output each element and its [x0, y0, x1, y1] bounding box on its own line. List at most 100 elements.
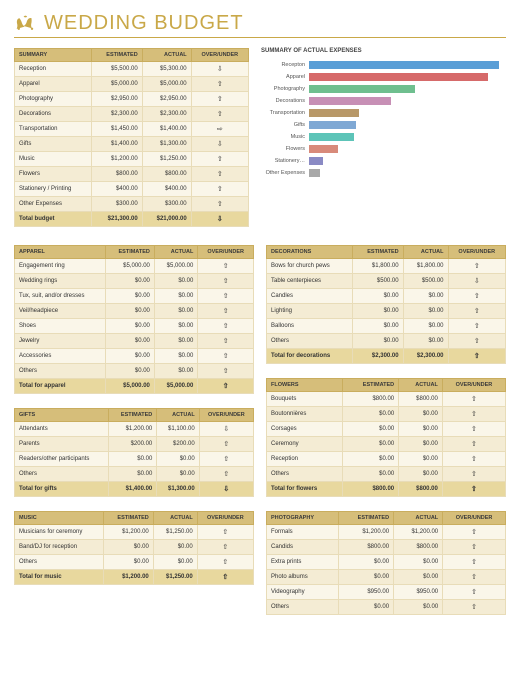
row-act: $0.00: [153, 555, 197, 570]
row-est: $0.00: [105, 319, 154, 334]
row-arrow: ⇧: [448, 304, 505, 319]
music-table: MUSICESTIMATEDACTUALOVER/UNDERMusicians …: [14, 511, 254, 585]
table-row: Flowers$800.00$800.00⇧: [15, 167, 249, 182]
page-header: WEDDING BUDGET: [14, 12, 506, 38]
row-est: $0.00: [338, 555, 394, 570]
row-label: Table centerpieces: [267, 274, 353, 289]
table-row: Table centerpieces$500.00$500.00⇩: [267, 274, 506, 289]
section-title: MUSIC: [15, 512, 104, 525]
row-label: Transportation: [15, 122, 92, 137]
col-actual: ACTUAL: [394, 512, 443, 525]
row-label: Engagement ring: [15, 259, 106, 274]
total-arrow: ⇩: [199, 482, 253, 497]
row-act: $0.00: [403, 319, 448, 334]
row-act: $800.00: [142, 167, 191, 182]
row-label: Boutonnières: [267, 407, 343, 422]
table-row: Attendants$1,200.00$1,100.00⇩: [15, 422, 254, 437]
row-est: $5,500.00: [92, 62, 143, 77]
row-act: $5,000.00: [154, 259, 197, 274]
row-arrow: ⇧: [442, 392, 505, 407]
row-act: $0.00: [394, 570, 443, 585]
total-row: Total for decorations$2,300.00$2,300.00⇧: [267, 349, 506, 364]
table-row: Others$0.00$0.00⇧: [15, 364, 254, 379]
chart-bar-label: Recepton: [261, 62, 309, 68]
row-act: $1,200.00: [394, 525, 443, 540]
chart-row: Recepton: [261, 60, 506, 70]
col-overunder: OVER/UNDER: [199, 409, 253, 422]
row-arrow: ⇧: [191, 197, 248, 212]
table-row: Music$1,200.00$1,250.00⇧: [15, 152, 249, 167]
row-act: $0.00: [157, 452, 199, 467]
chart-bar-label: Decorations: [261, 98, 309, 104]
row-act: $1,300.00: [142, 137, 191, 152]
table-row: Bouquets$800.00$800.00⇧: [267, 392, 506, 407]
col-actual: ACTUAL: [399, 379, 443, 392]
row-act: $0.00: [399, 437, 443, 452]
row-label: Corsages: [267, 422, 343, 437]
row-arrow: ⇧: [191, 182, 248, 197]
row-est: $5,000.00: [105, 259, 154, 274]
apparel-section: APPARELESTIMATEDACTUALOVER/UNDEREngageme…: [14, 245, 254, 394]
row-label: Musicians for ceremony: [15, 525, 104, 540]
flowers-table: FLOWERSESTIMATEDACTUALOVER/UNDERBouquets…: [266, 378, 506, 497]
chart-bar: [309, 85, 415, 93]
row-est: $200.00: [109, 437, 157, 452]
gifts-table: GIFTSESTIMATEDACTUALOVER/UNDERAttendants…: [14, 408, 254, 497]
photography-table: PHOTOGRAPHYESTIMATEDACTUALOVER/UNDERForm…: [266, 511, 506, 615]
row-label: Reception: [15, 62, 92, 77]
row-est: $0.00: [109, 452, 157, 467]
chart-bar: [309, 73, 488, 81]
row-arrow: ⇧: [199, 437, 253, 452]
col-summary: SUMMARY: [15, 49, 92, 62]
row-est: $300.00: [92, 197, 143, 212]
table-row: Photo albums$0.00$0.00⇧: [267, 570, 506, 585]
row-arrow: ⇧: [448, 259, 505, 274]
total-label: Total for gifts: [15, 482, 109, 497]
row-est: $2,950.00: [92, 92, 143, 107]
table-row: Videography$950.00$950.00⇧: [267, 585, 506, 600]
chart-bar-label: Stationery…: [261, 158, 309, 164]
table-row: Corsages$0.00$0.00⇧: [267, 422, 506, 437]
table-row: Musicians for ceremony$1,200.00$1,250.00…: [15, 525, 254, 540]
row-act: $0.00: [153, 540, 197, 555]
chart-bar-label: Flowers: [261, 146, 309, 152]
table-row: Formals$1,200.00$1,200.00⇧: [267, 525, 506, 540]
row-label: Jewelry: [15, 334, 106, 349]
table-row: Others$0.00$0.00⇧: [15, 555, 254, 570]
total-row: Total for flowers$800.00$800.00⇧: [267, 482, 506, 497]
total-label: Total for decorations: [267, 349, 353, 364]
col-estimated: ESTIMATED: [104, 512, 154, 525]
row-est: $950.00: [338, 585, 394, 600]
row-arrow: ⇨: [191, 122, 248, 137]
table-row: Stationery / Printing$400.00$400.00⇧: [15, 182, 249, 197]
table-row: Shoes$0.00$0.00⇧: [15, 319, 254, 334]
col-overunder: OVER/UNDER: [198, 246, 254, 259]
row-label: Decorations: [15, 107, 92, 122]
row-label: Lighting: [267, 304, 353, 319]
row-est: $0.00: [105, 349, 154, 364]
total-row: Total for gifts$1,400.00$1,300.00⇩: [15, 482, 254, 497]
row-est: $800.00: [343, 392, 399, 407]
row-arrow: ⇧: [442, 407, 505, 422]
row-act: $0.00: [399, 452, 443, 467]
chart-row: Music: [261, 132, 506, 142]
row-act: $300.00: [142, 197, 191, 212]
total-arrow: ⇩: [191, 212, 248, 227]
row-label: Others: [267, 467, 343, 482]
row-label: Flowers: [15, 167, 92, 182]
row-arrow: ⇧: [191, 77, 248, 92]
top-row: SUMMARY ESTIMATED ACTUAL OVER/UNDER Rece…: [14, 48, 506, 227]
table-row: Others$0.00$0.00⇧: [15, 467, 254, 482]
chart-row: Transportation: [261, 108, 506, 118]
total-label: Total for apparel: [15, 379, 106, 394]
row-label: Bouquets: [267, 392, 343, 407]
row-est: $0.00: [343, 467, 399, 482]
chart-bar: [309, 157, 323, 165]
table-row: Transportation$1,450.00$1,400.00⇨: [15, 122, 249, 137]
row-label: Attendants: [15, 422, 109, 437]
chart-bar-label: Apparel: [261, 74, 309, 80]
row-est: $0.00: [338, 570, 394, 585]
section-title: PHOTOGRAPHY: [267, 512, 339, 525]
table-row: Boutonnières$0.00$0.00⇧: [267, 407, 506, 422]
row-arrow: ⇧: [198, 364, 254, 379]
